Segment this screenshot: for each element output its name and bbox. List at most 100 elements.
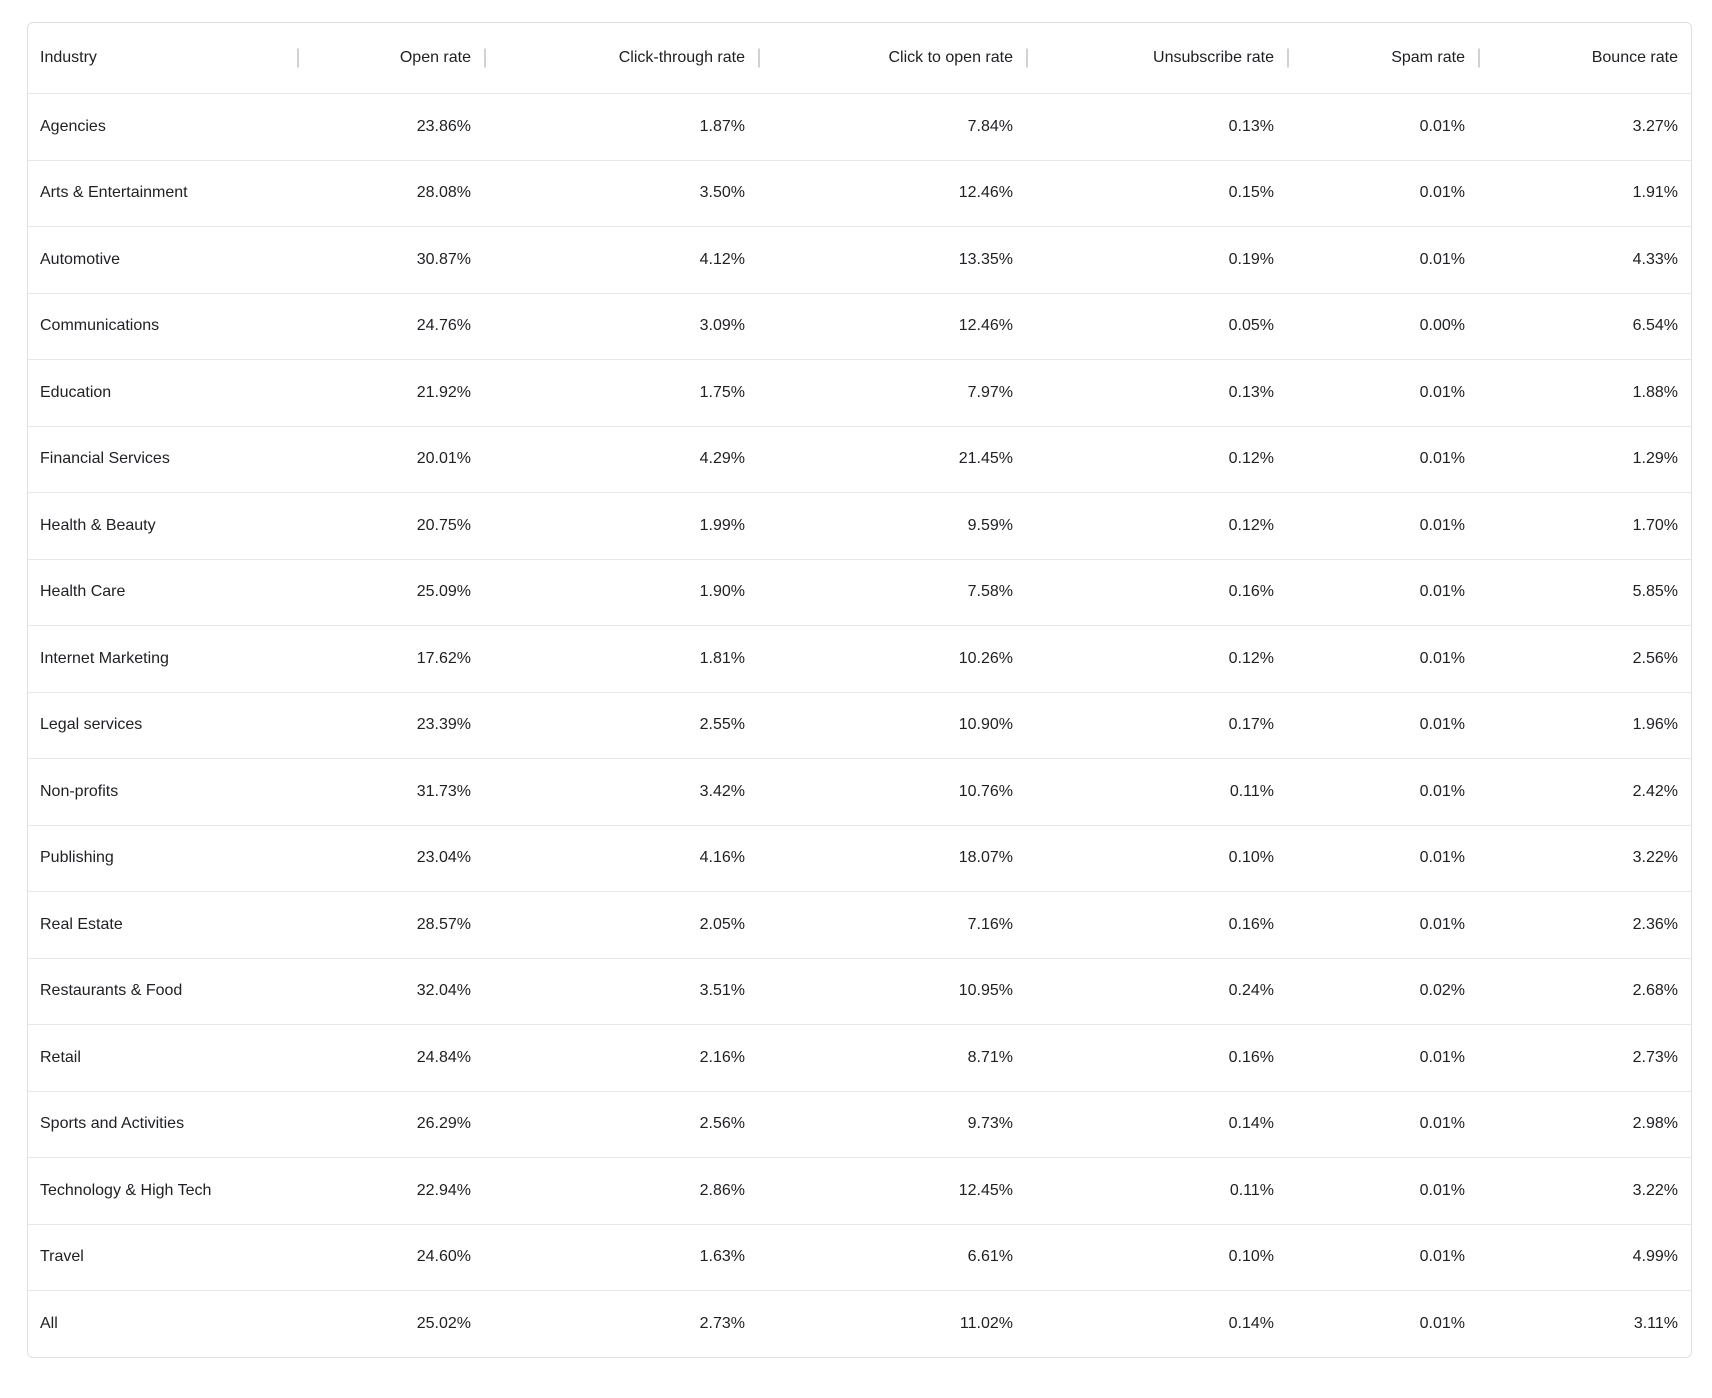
table-row-real-estate: Real Estate 28.57% 2.05% 7.16% 0.16% 0.01% 2.3… xyxy=(28,891,1691,958)
table-cell-unsubscribe-rate: 0.11% xyxy=(1028,1157,1289,1224)
column-header-label: Open rate xyxy=(399,49,471,66)
table-cell-click-through-rate: 3.42% xyxy=(486,758,760,825)
column-header-bounce-rate[interactable]: Bounce rate xyxy=(1480,23,1691,93)
table-cell-bounce-rate: 1.91% xyxy=(1480,159,1691,227)
table-cell-open-rate: 23.39% xyxy=(299,691,486,759)
table-cell-click-through-rate: 2.86% xyxy=(486,1157,760,1224)
column-header-label: Click-through rate xyxy=(618,49,745,66)
table-cell-click-to-open-rate: 21.45% xyxy=(760,425,1028,493)
table-cell-bounce-rate: 3.22% xyxy=(1480,1157,1691,1224)
column-header-label: Bounce rate xyxy=(1591,49,1678,66)
table-row-communications: Communications 24.76% 3.09% 12.46% 0.05% 0.00… xyxy=(28,292,1691,360)
column-header-unsubscribe-rate[interactable]: Unsubscribe rate xyxy=(1028,23,1289,93)
table-cell-bounce-rate: 2.42% xyxy=(1480,758,1691,825)
table-cell-unsubscribe-rate: 0.10% xyxy=(1028,1223,1289,1291)
table-cell-open-rate: 28.08% xyxy=(299,159,486,227)
table-cell-click-through-rate: 1.75% xyxy=(486,359,760,426)
column-header-industry[interactable]: Industry xyxy=(28,23,299,93)
table-cell-spam-rate: 0.00% xyxy=(1289,292,1480,360)
column-resize-handle[interactable] xyxy=(758,48,760,68)
table-cell-click-through-rate: 2.73% xyxy=(486,1290,760,1357)
table-cell-click-to-open-rate: 12.45% xyxy=(760,1157,1028,1224)
industry-email-benchmarks-table: Industry Open rate Click-through rate Click… xyxy=(27,22,1692,1358)
table-cell-bounce-rate: 4.99% xyxy=(1480,1223,1691,1291)
table-header-row: Industry Open rate Click-through rate Click… xyxy=(28,23,1691,93)
table-cell-unsubscribe-rate: 0.14% xyxy=(1028,1290,1289,1357)
table-cell-bounce-rate: 2.68% xyxy=(1480,957,1691,1025)
table-row-publishing: Publishing 23.04% 4.16% 18.07% 0.10% 0.01% 3.2… xyxy=(28,824,1691,892)
column-resize-handle[interactable] xyxy=(1478,48,1480,68)
table-cell-click-through-rate: 3.50% xyxy=(486,159,760,227)
table-row-sports-and-activities: Sports and Activities 26.29% 2.56% 9.73% 0.1… xyxy=(28,1090,1691,1158)
table-row-automotive: Automotive 30.87% 4.12% 13.35% 0.19% 0.01% 4.3… xyxy=(28,226,1691,293)
column-header-click-to-open-rate[interactable]: Click to open rate xyxy=(760,23,1028,93)
column-header-open-rate[interactable]: Open rate xyxy=(299,23,486,93)
table-cell-click-through-rate: 1.87% xyxy=(486,93,760,160)
table-cell-spam-rate: 0.01% xyxy=(1289,1090,1480,1158)
table-cell-unsubscribe-rate: 0.16% xyxy=(1028,1024,1289,1091)
table-row-restaurants-food: Restaurants & Food 32.04% 3.51% 10.95% 0.24%… xyxy=(28,957,1691,1025)
table-row-legal-services: Legal services 23.39% 2.55% 10.90% 0.17% 0.01… xyxy=(28,691,1691,759)
row-label: Health & Beauty xyxy=(28,492,299,559)
column-resize-handle[interactable] xyxy=(1287,48,1289,68)
table-cell-click-through-rate: 3.09% xyxy=(486,292,760,360)
table-cell-click-to-open-rate: 9.73% xyxy=(760,1090,1028,1158)
table-row-internet-marketing: Internet Marketing 17.62% 1.81% 10.26% 0.12%… xyxy=(28,625,1691,692)
table-cell-click-through-rate: 1.90% xyxy=(486,558,760,626)
table-cell-spam-rate: 0.01% xyxy=(1289,758,1480,825)
table-cell-spam-rate: 0.01% xyxy=(1289,159,1480,227)
row-label: Real Estate xyxy=(28,891,299,958)
row-label: Legal services xyxy=(28,691,299,759)
table-cell-unsubscribe-rate: 0.24% xyxy=(1028,957,1289,1025)
table-cell-unsubscribe-rate: 0.05% xyxy=(1028,292,1289,360)
row-label: Automotive xyxy=(28,226,299,293)
table-cell-bounce-rate: 1.29% xyxy=(1480,425,1691,493)
table-cell-spam-rate: 0.01% xyxy=(1289,625,1480,692)
table-cell-bounce-rate: 6.54% xyxy=(1480,292,1691,360)
row-label: Internet Marketing xyxy=(28,625,299,692)
table-cell-open-rate: 32.04% xyxy=(299,957,486,1025)
table-cell-spam-rate: 0.01% xyxy=(1289,824,1480,892)
table-cell-bounce-rate: 3.22% xyxy=(1480,824,1691,892)
table-cell-bounce-rate: 3.27% xyxy=(1480,93,1691,160)
table-cell-click-to-open-rate: 13.35% xyxy=(760,226,1028,293)
column-resize-handle[interactable] xyxy=(484,48,486,68)
table-cell-click-to-open-rate: 12.46% xyxy=(760,292,1028,360)
row-label: All xyxy=(28,1290,299,1357)
table-cell-click-to-open-rate: 8.71% xyxy=(760,1024,1028,1091)
table-row-arts-entertainment: Arts & Entertainment 28.08% 3.50% 12.46% 0.1… xyxy=(28,159,1691,227)
row-label: Financial Services xyxy=(28,425,299,493)
table-row-technology-high-tech: Technology & High Tech 22.94% 2.86% 12.45% 0… xyxy=(28,1157,1691,1224)
table-cell-unsubscribe-rate: 0.10% xyxy=(1028,824,1289,892)
row-label: Technology & High Tech xyxy=(28,1157,299,1224)
table-cell-bounce-rate: 5.85% xyxy=(1480,558,1691,626)
row-label: Health Care xyxy=(28,558,299,626)
table-cell-spam-rate: 0.01% xyxy=(1289,1024,1480,1091)
table-cell-spam-rate: 0.01% xyxy=(1289,1223,1480,1291)
table-cell-click-through-rate: 3.51% xyxy=(486,957,760,1025)
row-label: Non-profits xyxy=(28,758,299,825)
table-cell-bounce-rate: 3.11% xyxy=(1480,1290,1691,1357)
column-resize-handle[interactable] xyxy=(297,48,299,68)
table-row-education: Education 21.92% 1.75% 7.97% 0.13% 0.01% 1.88% xyxy=(28,359,1691,426)
row-label: Travel xyxy=(28,1223,299,1291)
column-resize-handle[interactable] xyxy=(1026,48,1028,68)
table-cell-click-to-open-rate: 6.61% xyxy=(760,1223,1028,1291)
table-cell-open-rate: 31.73% xyxy=(299,758,486,825)
column-header-click-through-rate[interactable]: Click-through rate xyxy=(486,23,760,93)
table-cell-click-through-rate: 1.63% xyxy=(486,1223,760,1291)
table-cell-click-to-open-rate: 10.26% xyxy=(760,625,1028,692)
column-header-label: Industry xyxy=(40,49,97,66)
table-cell-click-through-rate: 2.56% xyxy=(486,1090,760,1158)
table-cell-unsubscribe-rate: 0.19% xyxy=(1028,226,1289,293)
table-cell-open-rate: 23.86% xyxy=(299,93,486,160)
table-cell-bounce-rate: 2.73% xyxy=(1480,1024,1691,1091)
table-cell-unsubscribe-rate: 0.12% xyxy=(1028,625,1289,692)
column-header-spam-rate[interactable]: Spam rate xyxy=(1289,23,1480,93)
table-cell-open-rate: 23.04% xyxy=(299,824,486,892)
table-cell-bounce-rate: 2.98% xyxy=(1480,1090,1691,1158)
table-row-retail: Retail 24.84% 2.16% 8.71% 0.16% 0.01% 2.73% xyxy=(28,1024,1691,1091)
table-cell-click-through-rate: 1.99% xyxy=(486,492,760,559)
table-cell-unsubscribe-rate: 0.13% xyxy=(1028,359,1289,426)
table-cell-spam-rate: 0.01% xyxy=(1289,1290,1480,1357)
